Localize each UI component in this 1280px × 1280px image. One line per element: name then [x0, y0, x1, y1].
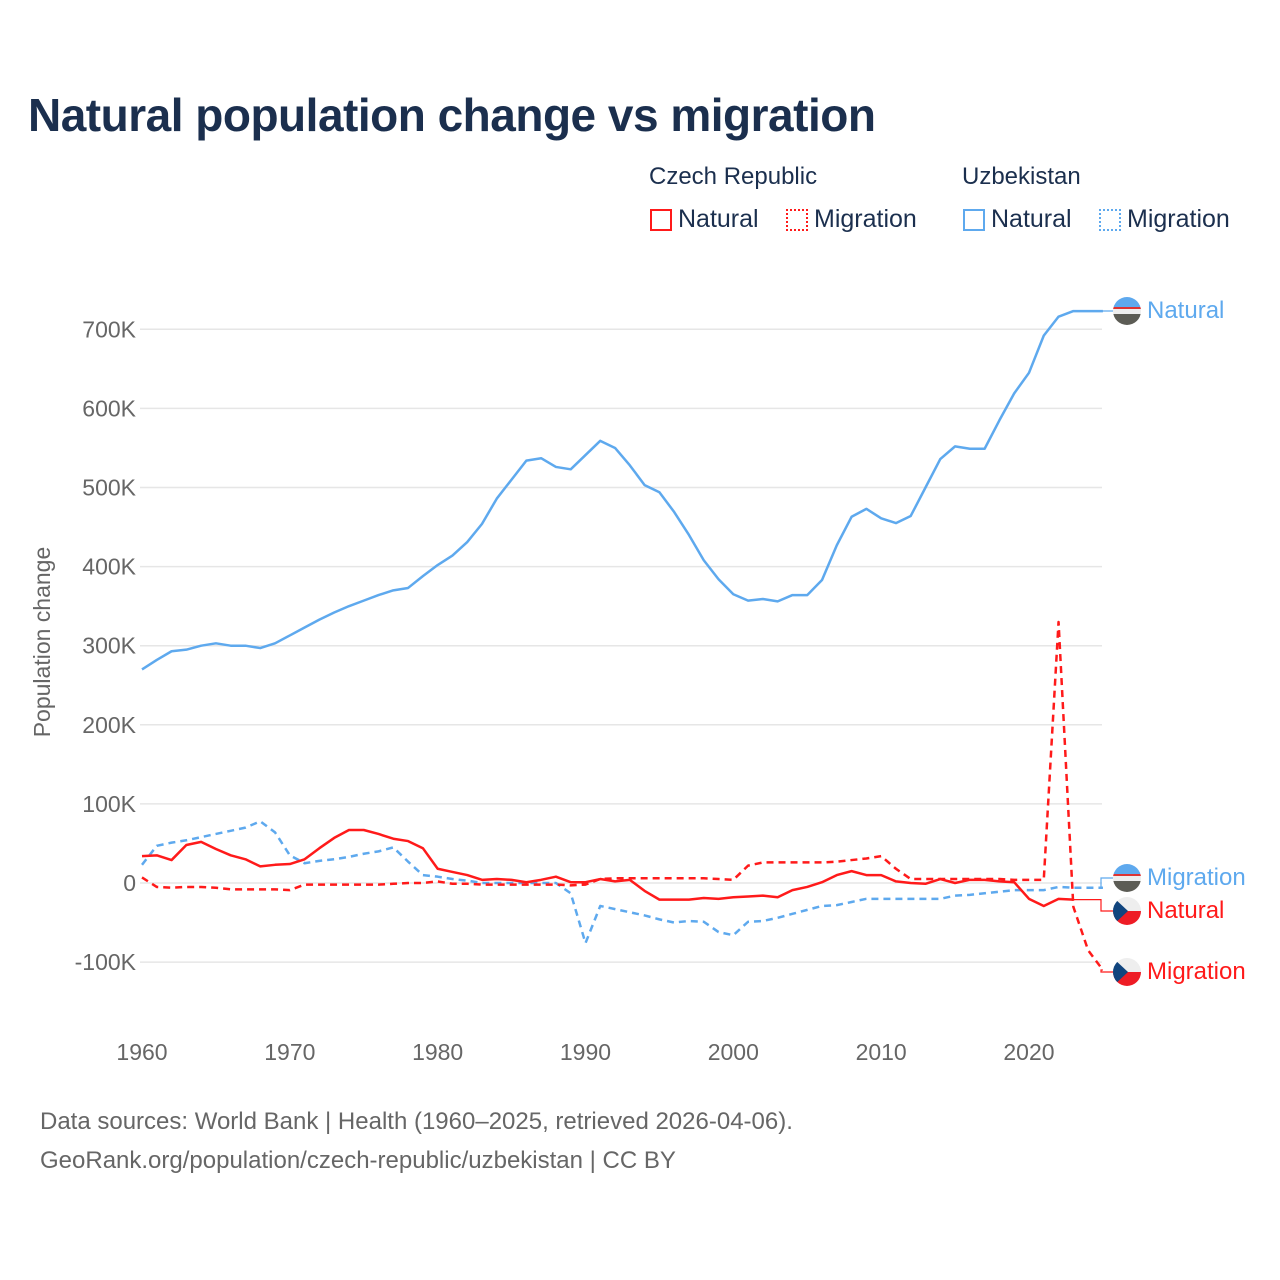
- flag-stripe: [1113, 881, 1141, 892]
- uzbekistan-flag-icon: [1113, 864, 1141, 892]
- chart-title: Natural population change vs migration: [28, 89, 876, 141]
- series-line-uzbekistan-migration: [141, 820, 1103, 945]
- y-axis-label: Population change: [29, 547, 55, 738]
- y-tick-label: 0: [123, 870, 136, 896]
- series-line-czech-republic-natural: [141, 828, 1074, 908]
- legend-czech-natural[interactable]: Natural: [650, 205, 759, 234]
- flag-body: [1113, 958, 1141, 986]
- series-line-czech-republic-migration: [141, 620, 1104, 971]
- legend-label: Migration: [814, 205, 917, 233]
- label-connector: [1073, 899, 1113, 912]
- flag-stripe: [1113, 297, 1141, 307]
- series-end-label: Natural: [1147, 897, 1224, 924]
- y-tick-label: 100K: [82, 791, 136, 817]
- legend-uzbekistan-natural[interactable]: Natural: [963, 205, 1072, 234]
- y-tick-label: 600K: [82, 395, 136, 421]
- dotted-swatch-icon: [786, 208, 808, 231]
- x-tick-label: 2020: [1003, 1039, 1054, 1065]
- legend-uzbekistan-migration[interactable]: Migration: [1099, 205, 1230, 234]
- series-end-label: Migration: [1147, 958, 1246, 985]
- series-end-label: Natural: [1147, 297, 1224, 324]
- x-tick-label: 1960: [116, 1039, 167, 1065]
- legend-czech-migration[interactable]: Migration: [786, 205, 917, 234]
- x-tick-label: 1990: [560, 1039, 611, 1065]
- label-connector: [1100, 969, 1113, 973]
- y-tick-label: 500K: [82, 475, 136, 501]
- flag-stripe: [1113, 309, 1141, 314]
- flag-body: [1113, 897, 1141, 925]
- flag-stripe: [1113, 314, 1141, 325]
- legend-group-uzbekistan: Uzbekistan: [962, 163, 1081, 190]
- series-end-label: Migration: [1147, 864, 1246, 891]
- flag-body: [1113, 297, 1141, 325]
- y-tick-label: 400K: [82, 554, 136, 580]
- flag-body: [1113, 864, 1141, 892]
- x-tick-label: 2010: [856, 1039, 907, 1065]
- czech-flag-icon: [1113, 958, 1141, 986]
- uzbekistan-flag-icon: [1113, 297, 1141, 325]
- x-tick-label: 1980: [412, 1039, 463, 1065]
- series-line-uzbekistan-natural: [141, 309, 1103, 671]
- legend-label: Natural: [678, 205, 759, 233]
- flag-stripe: [1113, 874, 1141, 876]
- solid-swatch-icon: [963, 208, 985, 231]
- flag-triangle: [1113, 897, 1128, 925]
- y-tick-label: 200K: [82, 712, 136, 738]
- footer-url[interactable]: GeoRank.org/population/czech-republic/uz…: [40, 1147, 676, 1174]
- flag-stripe: [1113, 864, 1141, 874]
- y-tick-label: -100K: [75, 949, 137, 975]
- flag-stripe: [1113, 307, 1141, 309]
- footer-source: Data sources: World Bank | Health (1960–…: [40, 1108, 793, 1135]
- czech-flag-icon: [1113, 897, 1141, 925]
- legend-group-czech: Czech Republic: [649, 163, 818, 190]
- y-tick-label: 300K: [82, 633, 136, 659]
- legend-label: Natural: [991, 205, 1072, 233]
- flag-stripe: [1113, 876, 1141, 881]
- flag-triangle: [1113, 958, 1128, 986]
- label-connector: [1100, 877, 1113, 889]
- dotted-swatch-icon: [1099, 208, 1121, 231]
- legend-label: Migration: [1127, 205, 1230, 233]
- y-tick-label: 700K: [82, 316, 136, 342]
- x-tick-label: 1970: [264, 1039, 315, 1065]
- x-tick-label: 2000: [708, 1039, 759, 1065]
- solid-swatch-icon: [650, 208, 672, 231]
